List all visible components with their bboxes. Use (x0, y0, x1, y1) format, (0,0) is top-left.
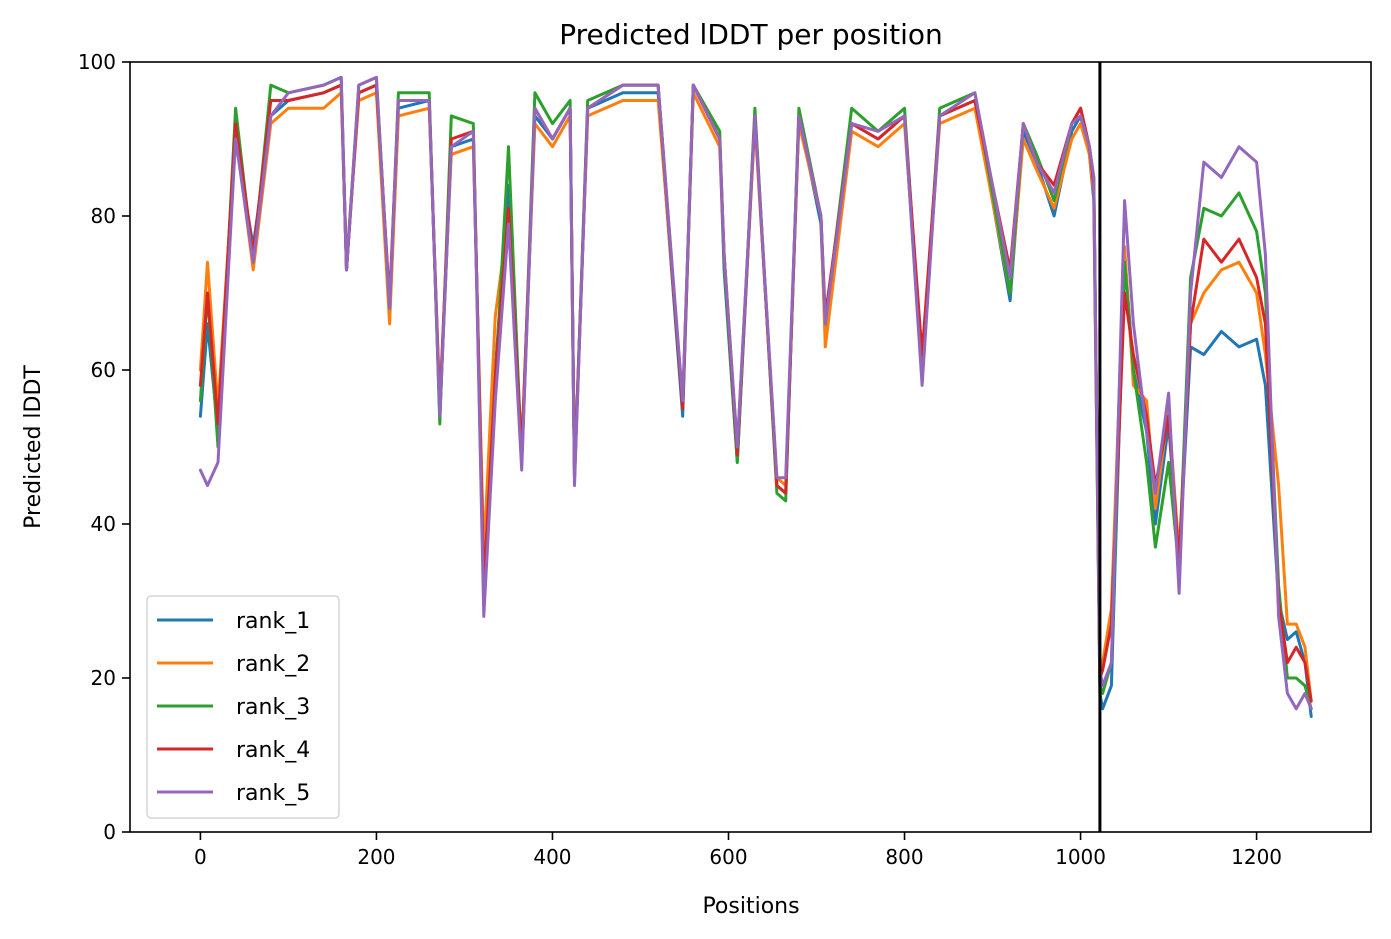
legend-label-rank_1: rank_1 (236, 609, 310, 634)
series-line-rank_3 (198, 75, 1313, 711)
x-tick-label: 400 (533, 845, 571, 869)
y-axis-label: Predicted lDDT (21, 365, 46, 529)
series-line-rank_5 (198, 75, 1313, 711)
x-tick-label: 200 (357, 845, 395, 869)
legend: rank_1 rank_2 rank_3 rank_4 rank_5 (146, 595, 340, 819)
x-tick-label: 600 (709, 845, 747, 869)
plot-frame (129, 61, 1372, 833)
y-tick-label: 0 (103, 820, 116, 844)
x-tick-label: 800 (885, 845, 923, 869)
series-line-rank_4 (198, 83, 1313, 703)
legend-box (146, 595, 340, 819)
legend-label-rank_5: rank_5 (236, 781, 310, 806)
y-tick-label: 40 (91, 512, 116, 536)
y-tick-label: 20 (91, 666, 116, 690)
x-tick-label: 1000 (1055, 845, 1106, 869)
x-tick-label: 1200 (1231, 845, 1282, 869)
y-tick-label: 60 (91, 358, 116, 382)
y-tick-label: 100 (78, 50, 116, 74)
legend-label-rank_3: rank_3 (236, 695, 310, 720)
chart-title: Predicted lDDT per position (559, 18, 943, 51)
legend-label-rank_4: rank_4 (236, 738, 310, 763)
x-tick-label: 0 (194, 845, 207, 869)
series-line-rank_2 (198, 91, 1313, 703)
legend-label-rank_2: rank_2 (236, 652, 310, 677)
y-tick-label: 80 (91, 204, 116, 228)
plot-lines (198, 75, 1313, 718)
x-axis: 0 200 400 600 800 1000 1200 (194, 832, 1282, 869)
y-axis: 0 20 40 60 80 100 (78, 50, 130, 844)
x-axis-label: Positions (702, 894, 799, 919)
